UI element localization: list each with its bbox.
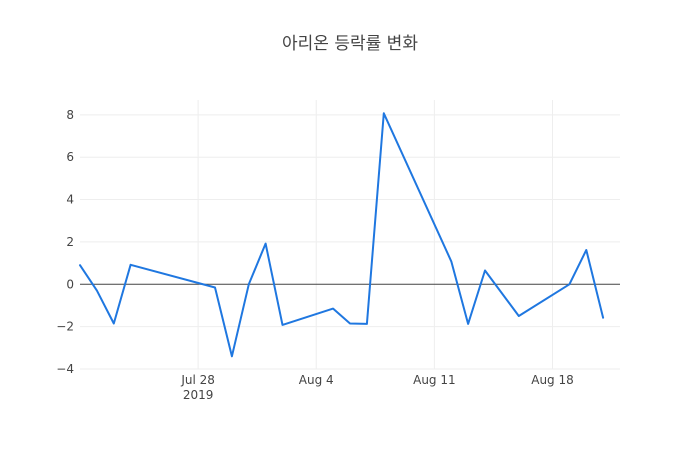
y-tick-label: 4: [66, 193, 74, 207]
series-group: [79, 112, 605, 358]
y-tick-label: −2: [56, 320, 74, 334]
y-grid: [80, 114, 620, 370]
y-tick-label: 2: [66, 235, 74, 249]
y-tick-label: 6: [66, 150, 74, 164]
x-axis-ticks: Jul 28 Aug 4 Aug 11 Aug 18 2019: [180, 373, 573, 402]
series-line: [79, 112, 605, 358]
x-tick-label: Aug 4: [299, 373, 334, 387]
x-tick-label: Jul 28: [180, 373, 215, 387]
x-tick-label: Aug 11: [413, 373, 456, 387]
chart-title: 아리온 등락률 변화: [282, 34, 418, 54]
x-tick-label: Aug 18: [531, 373, 574, 387]
y-tick-label: 0: [66, 277, 74, 291]
x-grid: [197, 100, 553, 369]
x-year-label: 2019: [183, 388, 214, 402]
y-axis-ticks: −4 −2 0 2 4 6 8: [56, 108, 74, 376]
y-tick-label: −4: [56, 362, 74, 376]
y-tick-label: 8: [66, 108, 74, 122]
